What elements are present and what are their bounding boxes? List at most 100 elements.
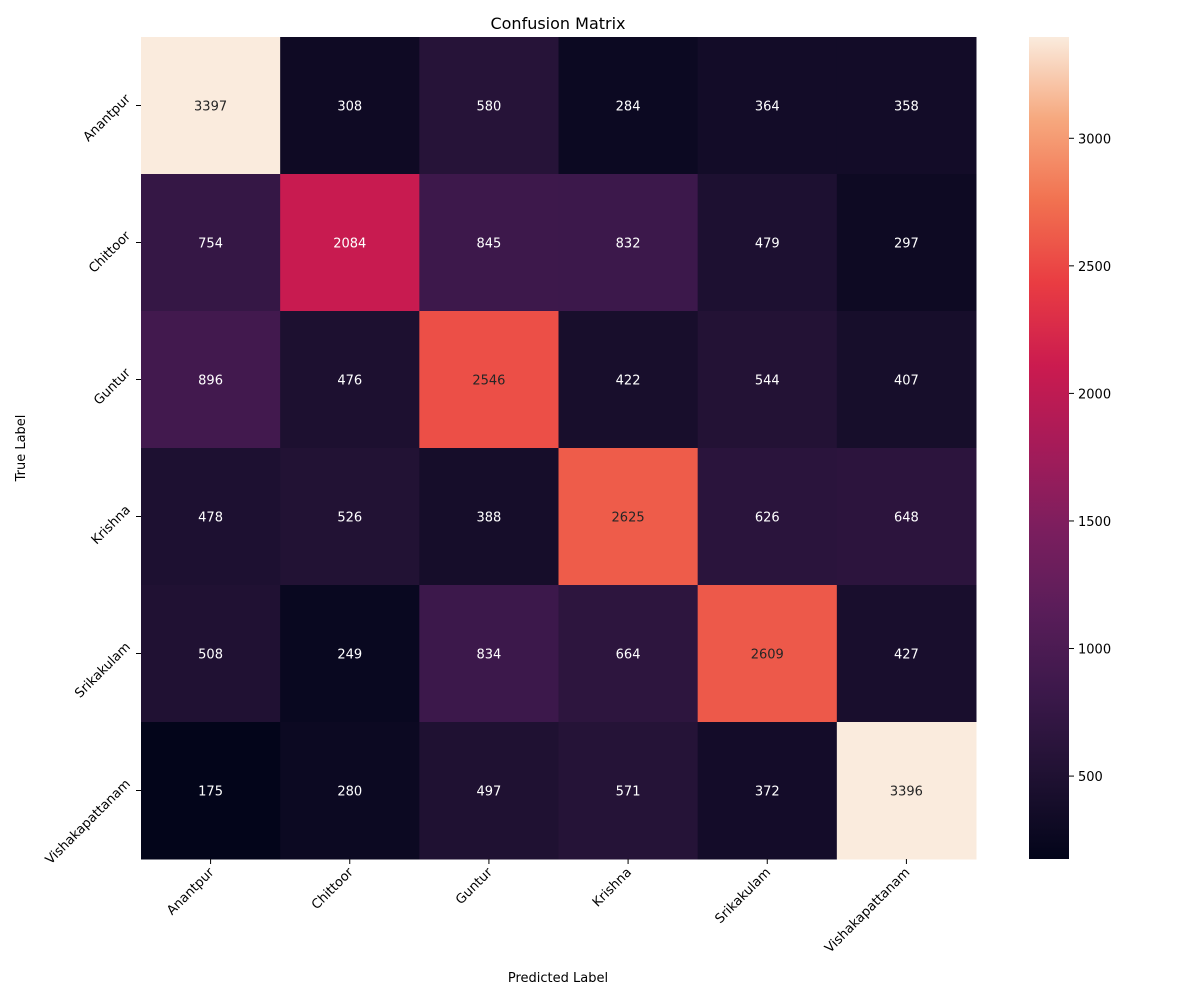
heatmap-cell [836,585,977,723]
heatmap-cell [558,722,699,860]
heatmap-cell [836,174,977,312]
cell-value-label: 508 [198,648,223,663]
cell-value-label: 478 [198,511,223,526]
x-tick-label: Srikakulam [712,865,774,927]
heatmap-cells [141,37,977,860]
colorbar-tick-label: 1000 [1078,643,1111,658]
heatmap-cell [836,311,977,449]
heatmap-cell [280,311,420,449]
x-tick-label: Anantpur [164,865,218,919]
cell-value-label: 497 [477,785,502,800]
heatmap-cell [280,722,420,860]
heatmap-cell [419,174,559,312]
cell-value-label: 3397 [194,100,227,115]
x-tick-label: Chittoor [309,865,357,913]
x-axis-label: Predicted Label [508,971,608,986]
y-tick-label: Srikakulam [72,640,134,702]
colorbar-ticks: 500 1000 1500 2000 2500 3000 [1069,132,1111,785]
y-tick-label: Anantpur [81,91,135,145]
cell-value-label: 754 [198,237,223,252]
y-axis-label: True Label [14,415,29,483]
cell-value-label: 648 [894,511,919,526]
cell-value-label: 280 [337,785,362,800]
cell-value-label: 896 [198,374,223,389]
y-axis-ticks: Anantpur Chittoor Guntur Krishna Srikakulam V… [43,91,141,868]
heatmap-cell [141,174,281,312]
x-tick-label: Guntur [453,865,496,908]
cell-value-label: 388 [477,511,502,526]
heatmap-cell [697,311,838,449]
heatmap-cell [280,585,420,723]
heatmap-cell [697,174,838,312]
cell-value-label: 407 [894,374,919,389]
heatmap-cell [697,585,838,723]
heatmap-cell [558,448,699,586]
cell-value-label: 834 [477,648,502,663]
cell-value-label: 297 [894,237,919,252]
heatmap-cell [558,174,699,312]
heatmap-cell [836,722,977,860]
heatmap-cell [141,311,281,449]
heatmap-cell [280,37,420,175]
heatmap-cell [141,722,281,860]
cell-value-label: 526 [337,511,362,526]
chart-title: Confusion Matrix [490,14,625,33]
colorbar-tick-label: 1500 [1078,515,1111,530]
heatmap-cell [419,722,559,860]
heatmap-cell [836,37,977,175]
y-tick-label: Guntur [91,365,134,408]
colorbar-tick-label: 2500 [1078,260,1111,275]
heatmap-cell [836,448,977,586]
cell-value-label: 832 [616,237,641,252]
y-tick-label: Chittoor [86,228,134,276]
heatmap-cell [558,37,699,175]
heatmap-cell [141,37,281,175]
y-tick-label: Vishakapattanam [43,777,134,868]
heatmap-cell [558,585,699,723]
heatmap-cell [141,448,281,586]
cell-value-label: 2084 [333,237,366,252]
cell-value-label: 544 [755,374,780,389]
heatmap-cell [280,174,420,312]
colorbar [1029,37,1069,859]
cell-value-label: 476 [337,374,362,389]
heatmap-cell [697,722,838,860]
cell-value-label: 479 [755,237,780,252]
x-tick-label: Vishakapattanam [822,865,913,956]
x-tick-label: Krishna [590,865,635,910]
x-axis-ticks: Anantpur Chittoor Guntur Krishna Srikakulam V… [164,859,913,956]
heatmap-cell [419,37,559,175]
cell-value-label: 249 [337,648,362,663]
heatmap-cell-labels: 3397 308 580 284 364 358 754 2084 845 832 479 297 89… [194,100,923,800]
cell-value-label: 2546 [472,374,505,389]
heatmap-cell [697,37,838,175]
heatmap-cell [419,311,559,449]
cell-value-label: 358 [894,100,919,115]
heatmap-cell [141,585,281,723]
cell-value-label: 626 [755,511,780,526]
cell-value-label: 284 [616,100,641,115]
y-tick-label: Krishna [89,503,134,548]
cell-value-label: 2625 [612,511,645,526]
colorbar-tick-label: 2000 [1078,387,1111,402]
colorbar-gradient [1029,37,1069,859]
cell-value-label: 664 [616,648,641,663]
heatmap-cell [419,448,559,586]
colorbar-tick-label: 500 [1078,770,1103,785]
cell-value-label: 571 [616,785,641,800]
heatmap-cell [419,585,559,723]
colorbar-tick-label: 3000 [1078,132,1111,147]
cell-value-label: 3396 [890,785,923,800]
cell-value-label: 308 [337,100,362,115]
heatmap-cell [280,448,420,586]
cell-value-label: 580 [477,100,502,115]
cell-value-label: 2609 [751,648,784,663]
cell-value-label: 427 [894,648,919,663]
heatmap-cell [697,448,838,586]
cell-value-label: 422 [616,374,641,389]
cell-value-label: 372 [755,785,780,800]
cell-value-label: 175 [198,785,223,800]
cell-value-label: 845 [477,237,502,252]
heatmap-cell [558,311,699,449]
